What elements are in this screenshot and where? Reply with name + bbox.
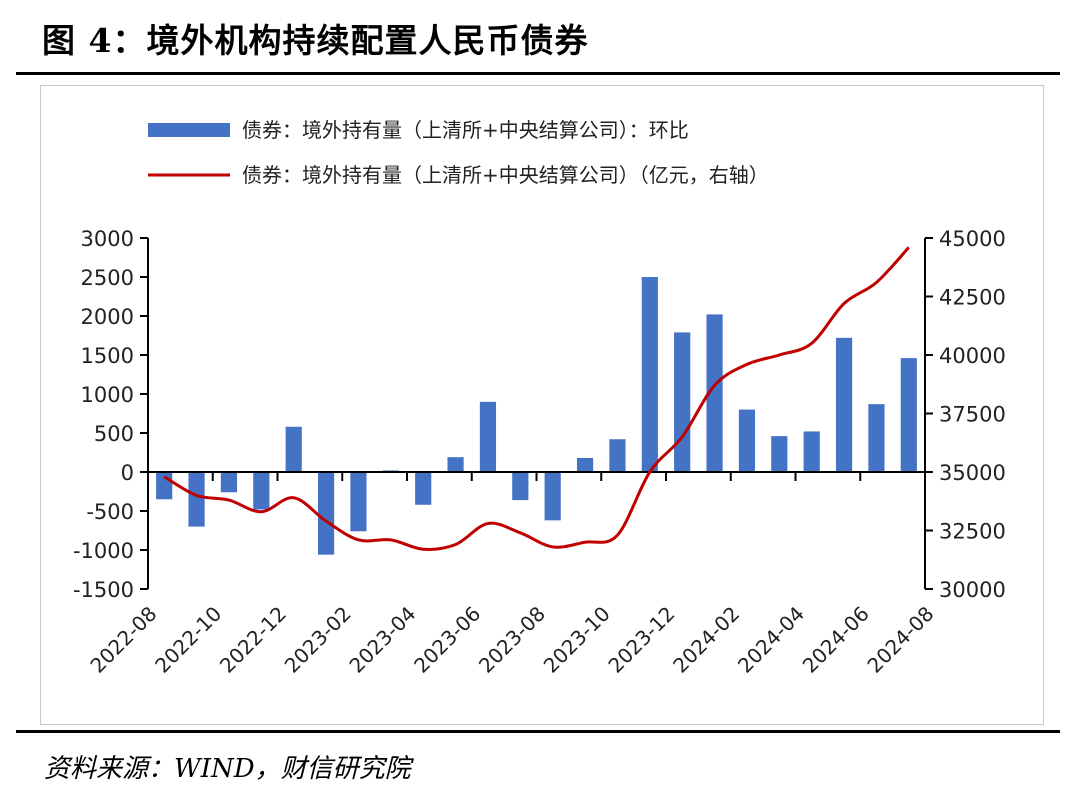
right-tick-label: 42500 <box>939 286 1006 310</box>
bar-2023-09 <box>576 457 594 472</box>
left-tick-label: 2000 <box>81 305 134 329</box>
bottom-rule <box>16 730 1060 733</box>
bar-2024-05 <box>835 337 853 472</box>
chart-frame <box>40 85 1044 725</box>
bar-2022-10 <box>220 472 238 493</box>
figure-title: 图 4：境外机构持续配置人民币债券 <box>42 21 589 60</box>
x-tick-label: 2023-06 <box>409 602 485 678</box>
x-tick-label: 2022-10 <box>150 602 226 678</box>
bar-2022-09 <box>188 472 205 527</box>
left-tick-label: -1500 <box>73 578 134 602</box>
bar-2023-11 <box>641 277 658 472</box>
bar-2023-10 <box>609 439 626 472</box>
right-tick-label: 40000 <box>939 344 1006 368</box>
left-tick-label: 3000 <box>81 227 134 251</box>
bar-2023-04 <box>415 472 432 505</box>
left-tick-label: 2500 <box>81 266 134 290</box>
holdings-line <box>163 246 910 551</box>
bar-2022-12 <box>285 426 302 472</box>
bar-2024-01 <box>706 314 723 472</box>
bar-2024-03 <box>771 436 788 472</box>
bar-2023-07 <box>512 472 529 501</box>
legend-line-label: 债券：境外持有量（上清所+中央结算公司）（亿元，右轴） <box>242 163 769 187</box>
x-tick-label: 2023-04 <box>344 602 420 678</box>
bar-2023-06 <box>479 401 497 472</box>
x-tick-label: 2022-12 <box>215 602 291 678</box>
bar-2024-06 <box>868 404 885 472</box>
x-tick-label: 2022-08 <box>85 602 161 678</box>
bar-2023-01 <box>317 472 335 555</box>
legend: 债券：境外持有量（上清所+中央结算公司）：环比 债券：境外持有量（上清所+中央结… <box>148 118 769 187</box>
left-tick-label: 0 <box>121 461 134 485</box>
x-tick-label: 2024-06 <box>798 602 874 678</box>
right-tick-label: 37500 <box>939 403 1006 427</box>
right-tick-label: 32500 <box>939 520 1006 544</box>
left-tick-label: 500 <box>94 422 134 446</box>
legend-bar-swatch <box>148 123 230 137</box>
legend-bar-label: 债券：境外持有量（上清所+中央结算公司）：环比 <box>242 118 689 142</box>
x-tick-label: 2023-08 <box>474 602 550 678</box>
x-tick-label: 2023-02 <box>280 602 356 678</box>
bar-2023-02 <box>350 472 367 532</box>
bar-2024-07 <box>900 358 917 472</box>
bar-2023-12 <box>674 332 691 472</box>
bar-2023-08 <box>544 472 561 521</box>
right-tick-label: 35000 <box>939 461 1006 485</box>
bar-2022-11 <box>253 472 270 510</box>
x-tick-label: 2023-10 <box>539 602 615 678</box>
x-tick-label: 2024-04 <box>733 602 809 678</box>
source-note: 资料来源：WIND，财信研究院 <box>44 754 411 784</box>
left-tick-label: -1000 <box>73 539 134 563</box>
bar-2023-05 <box>447 457 464 472</box>
top-rule <box>16 72 1060 75</box>
right-tick-label: 45000 <box>939 227 1006 251</box>
x-tick-label: 2023-12 <box>603 602 679 678</box>
bar-2024-02 <box>738 409 756 472</box>
bar-2024-04 <box>803 431 820 472</box>
right-tick-label: 30000 <box>939 578 1006 602</box>
bar-2022-08 <box>156 472 173 500</box>
x-tick-label: 2024-02 <box>668 602 744 678</box>
x-tick-label: 2024-08 <box>862 602 938 678</box>
left-tick-label: 1000 <box>81 383 134 407</box>
left-tick-label: -500 <box>86 500 134 524</box>
left-tick-label: 1500 <box>81 344 134 368</box>
